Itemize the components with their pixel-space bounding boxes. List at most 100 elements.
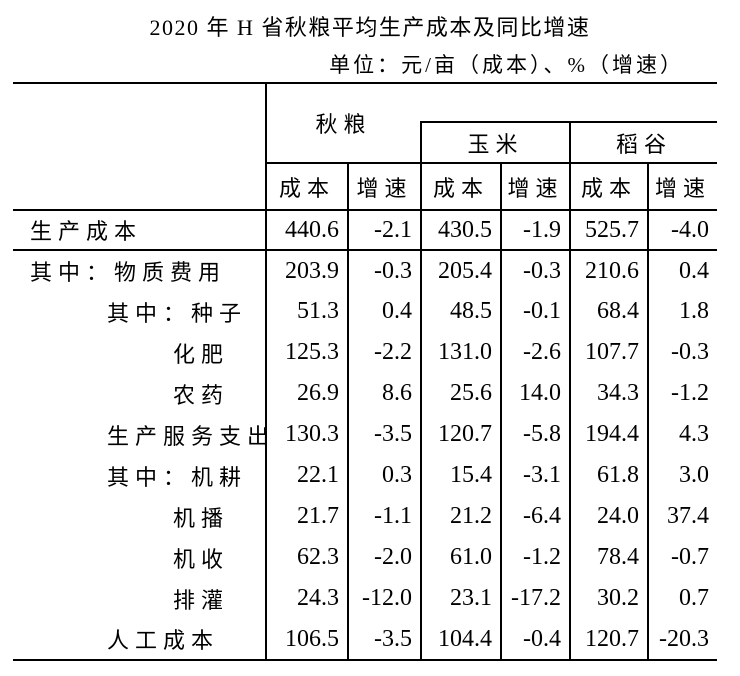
table-row: 人工成本 106.5 -3.5 104.4 -0.4 120.7 -20.3 xyxy=(13,619,718,661)
value-cell: 525.7 xyxy=(569,210,650,251)
value-cell: 440.6 xyxy=(265,210,349,251)
value-cell: -3.5 xyxy=(346,619,423,661)
value-cell: 130.3 xyxy=(265,414,349,455)
table-row: 生产服务支出 130.3 -3.5 120.7 -5.8 194.4 4.3 xyxy=(13,414,718,455)
value-cell: 21.2 xyxy=(420,496,503,537)
value-cell: 8.6 xyxy=(346,373,423,414)
value-cell: -0.3 xyxy=(346,250,423,291)
value-cell: -5.8 xyxy=(500,414,572,455)
value-cell: -2.1 xyxy=(346,210,423,251)
value-cell: -1.1 xyxy=(346,496,423,537)
table-row: 化肥 125.3 -2.2 131.0 -2.6 107.7 -0.3 xyxy=(13,332,718,373)
table-row: 机收 62.3 -2.0 61.0 -1.2 78.4 -0.7 xyxy=(13,537,718,578)
value-cell: -1.2 xyxy=(647,373,718,414)
colgroup-corn: 玉米 xyxy=(420,121,572,164)
header-cost-rice: 成本 xyxy=(569,162,650,211)
table-row: 其中：物质费用 203.9 -0.3 205.4 -0.3 210.6 0.4 xyxy=(13,250,718,291)
table-row: 机播 21.7 -1.1 21.2 -6.4 24.0 37.4 xyxy=(13,496,718,537)
header-growth-rice: 增速 xyxy=(647,162,718,211)
table-row: 生产成本 440.6 -2.1 430.5 -1.9 525.7 -4.0 xyxy=(13,210,718,251)
row-label: 其中：物质费用 xyxy=(13,250,267,291)
value-cell: -3.5 xyxy=(346,414,423,455)
value-cell: 0.7 xyxy=(647,578,718,619)
row-label: 其中：种子 xyxy=(13,291,267,332)
header-growth-corn: 增速 xyxy=(500,162,572,211)
value-cell: 22.1 xyxy=(265,455,349,496)
value-cell: 24.0 xyxy=(569,496,650,537)
table-row: 排灌 24.3 -12.0 23.1 -17.2 30.2 0.7 xyxy=(13,578,718,619)
value-cell: -1.2 xyxy=(500,537,572,578)
value-cell: 51.3 xyxy=(265,291,349,332)
value-cell: 106.5 xyxy=(265,619,349,661)
value-cell: -2.6 xyxy=(500,332,572,373)
row-label: 化肥 xyxy=(13,332,267,373)
value-cell: -1.9 xyxy=(500,210,572,251)
value-cell: -0.3 xyxy=(647,332,718,373)
header-growth-autumn: 增速 xyxy=(346,162,423,211)
value-cell: -6.4 xyxy=(500,496,572,537)
unit-note: 单位：元/亩（成本）、%（增速） xyxy=(329,53,684,77)
row-label: 人工成本 xyxy=(13,619,267,661)
value-cell: 203.9 xyxy=(265,250,349,291)
value-cell: 21.7 xyxy=(265,496,349,537)
header-spacer xyxy=(421,82,718,123)
value-cell: 48.5 xyxy=(420,291,503,332)
value-cell: -3.1 xyxy=(500,455,572,496)
value-cell: -20.3 xyxy=(647,619,718,661)
value-cell: 61.0 xyxy=(420,537,503,578)
value-cell: -17.2 xyxy=(500,578,572,619)
table-row: 农药 26.9 8.6 25.6 14.0 34.3 -1.2 xyxy=(13,373,718,414)
value-cell: -12.0 xyxy=(346,578,423,619)
value-cell: 131.0 xyxy=(420,332,503,373)
value-cell: 15.4 xyxy=(420,455,503,496)
value-cell: 0.4 xyxy=(647,250,718,291)
header-cost-corn: 成本 xyxy=(420,162,503,211)
value-cell: 104.4 xyxy=(420,619,503,661)
value-cell: 205.4 xyxy=(420,250,503,291)
value-cell: 30.2 xyxy=(569,578,650,619)
value-cell: 62.3 xyxy=(265,537,349,578)
value-cell: 24.3 xyxy=(265,578,349,619)
colgroup-autumn-grain: 秋粮 xyxy=(264,82,422,164)
value-cell: 4.3 xyxy=(647,414,718,455)
colgroup-rice: 稻谷 xyxy=(569,121,718,164)
value-cell: -0.3 xyxy=(500,250,572,291)
value-cell: 1.8 xyxy=(647,291,718,332)
value-cell: -2.2 xyxy=(346,332,423,373)
value-cell: -0.7 xyxy=(647,537,718,578)
table-row: 其中：机耕 22.1 0.3 15.4 -3.1 61.8 3.0 xyxy=(13,455,718,496)
value-cell: -0.1 xyxy=(500,291,572,332)
row-label: 农药 xyxy=(13,373,267,414)
value-cell: 125.3 xyxy=(265,332,349,373)
value-cell: 68.4 xyxy=(569,291,650,332)
value-cell: 120.7 xyxy=(420,414,503,455)
value-cell: 120.7 xyxy=(569,619,650,661)
row-label: 生产服务支出 xyxy=(13,414,267,455)
value-cell: -0.4 xyxy=(500,619,572,661)
page-title: 2020 年 H 省秋粮平均生产成本及同比增速 xyxy=(149,15,591,40)
value-cell: 3.0 xyxy=(647,455,718,496)
value-cell: -2.0 xyxy=(346,537,423,578)
value-cell: 23.1 xyxy=(420,578,503,619)
value-cell: 430.5 xyxy=(420,210,503,251)
row-label: 排灌 xyxy=(13,578,267,619)
value-cell: 26.9 xyxy=(265,373,349,414)
value-cell: 0.3 xyxy=(346,455,423,496)
value-cell: -4.0 xyxy=(647,210,718,251)
row-label: 生产成本 xyxy=(13,210,267,251)
header-cost-autumn: 成本 xyxy=(265,162,349,211)
value-cell: 61.8 xyxy=(569,455,650,496)
corner-cell xyxy=(13,82,267,211)
value-cell: 194.4 xyxy=(569,414,650,455)
value-cell: 0.4 xyxy=(346,291,423,332)
row-label: 机收 xyxy=(13,537,267,578)
table-row: 其中：种子 51.3 0.4 48.5 -0.1 68.4 1.8 xyxy=(13,291,718,332)
row-label: 机播 xyxy=(13,496,267,537)
value-cell: 107.7 xyxy=(569,332,650,373)
value-cell: 34.3 xyxy=(569,373,650,414)
value-cell: 25.6 xyxy=(420,373,503,414)
value-cell: 37.4 xyxy=(647,496,718,537)
row-label: 其中：机耕 xyxy=(13,455,267,496)
value-cell: 210.6 xyxy=(569,250,650,291)
